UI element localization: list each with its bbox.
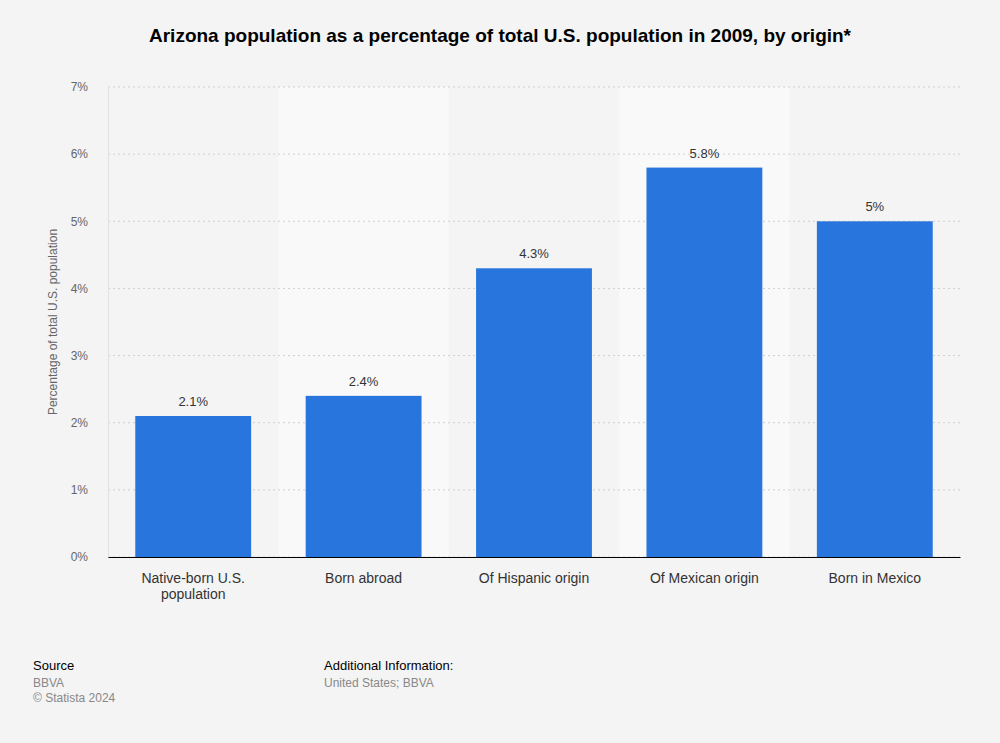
y-tick: 5% — [71, 215, 108, 229]
y-tick-label: 7% — [71, 80, 89, 94]
column-band — [619, 87, 789, 557]
x-tick-label: Of Mexican origin — [650, 570, 759, 586]
bar — [135, 416, 251, 557]
y-tick: 4% — [71, 282, 108, 296]
y-tick-label: 6% — [71, 147, 89, 161]
grid-line — [108, 154, 960, 155]
chart: 2.1% 2.4% 4.3% 5.8% 5% 0% 1% 2% 3% 4% 5% 6% 7% Native… — [0, 0, 1000, 743]
data-label: 4.3% — [519, 246, 549, 261]
bar — [306, 396, 422, 557]
x-tick: Of Mexican origin — [650, 557, 759, 586]
y-tick: 3% — [71, 349, 108, 363]
y-tick: 7% — [71, 80, 108, 94]
y-tick: 6% — [71, 147, 108, 161]
bar — [817, 221, 933, 557]
x-tick: Born in Mexico — [829, 557, 922, 586]
footer-info: United States; BBVA — [324, 676, 434, 690]
y-tick: 2% — [71, 416, 108, 430]
x-tick-label: Of Hispanic origin — [479, 570, 590, 586]
data-label: 5% — [865, 199, 884, 214]
y-tick-label: 2% — [71, 416, 89, 430]
x-tick-label: Born abroad — [325, 570, 402, 586]
y-tick-label: 4% — [71, 282, 89, 296]
y-axis-line — [108, 88, 109, 558]
data-label: 5.8% — [690, 146, 720, 161]
grid — [108, 87, 960, 557]
title: Arizona population as a percentage of to… — [149, 25, 852, 46]
background — [0, 0, 1000, 743]
y-axis-title: Percentage of total U.S. population — [46, 229, 60, 415]
bar — [646, 168, 762, 557]
y-tick-label: 0% — [71, 550, 89, 564]
y-tick: 1% — [71, 483, 108, 497]
data-label: 2.1% — [178, 394, 208, 409]
bars — [135, 168, 932, 557]
x-axis: Native-born U.S.population Born abroad Of … — [109, 557, 961, 602]
footer-copyright: © Statista 2024 — [33, 691, 116, 705]
data-label: 2.4% — [349, 374, 379, 389]
footer-source-heading: Source — [33, 658, 74, 673]
x-axis-line — [109, 557, 961, 558]
x-tick-label: Native-born U.S.population — [141, 570, 244, 602]
y-tick-label: 5% — [71, 215, 89, 229]
y-tick-label: 3% — [71, 349, 89, 363]
y-tick: 0% — [71, 550, 108, 564]
x-tick: Of Hispanic origin — [479, 557, 590, 586]
y-tick-label: 1% — [71, 483, 89, 497]
x-tick-label: Born in Mexico — [829, 570, 922, 586]
y-axis: 0% 1% 2% 3% 4% 5% 6% 7% — [71, 80, 109, 564]
data-labels: 2.1% 2.4% 4.3% 5.8% 5% — [178, 146, 884, 409]
column-band — [278, 87, 448, 557]
x-tick: Native-born U.S.population — [141, 557, 244, 602]
x-tick: Born abroad — [325, 557, 402, 586]
footer-info-heading: Additional Information: — [324, 658, 453, 673]
bar — [476, 268, 592, 557]
footer-source: BBVA — [33, 676, 64, 690]
grid-line — [108, 87, 960, 88]
